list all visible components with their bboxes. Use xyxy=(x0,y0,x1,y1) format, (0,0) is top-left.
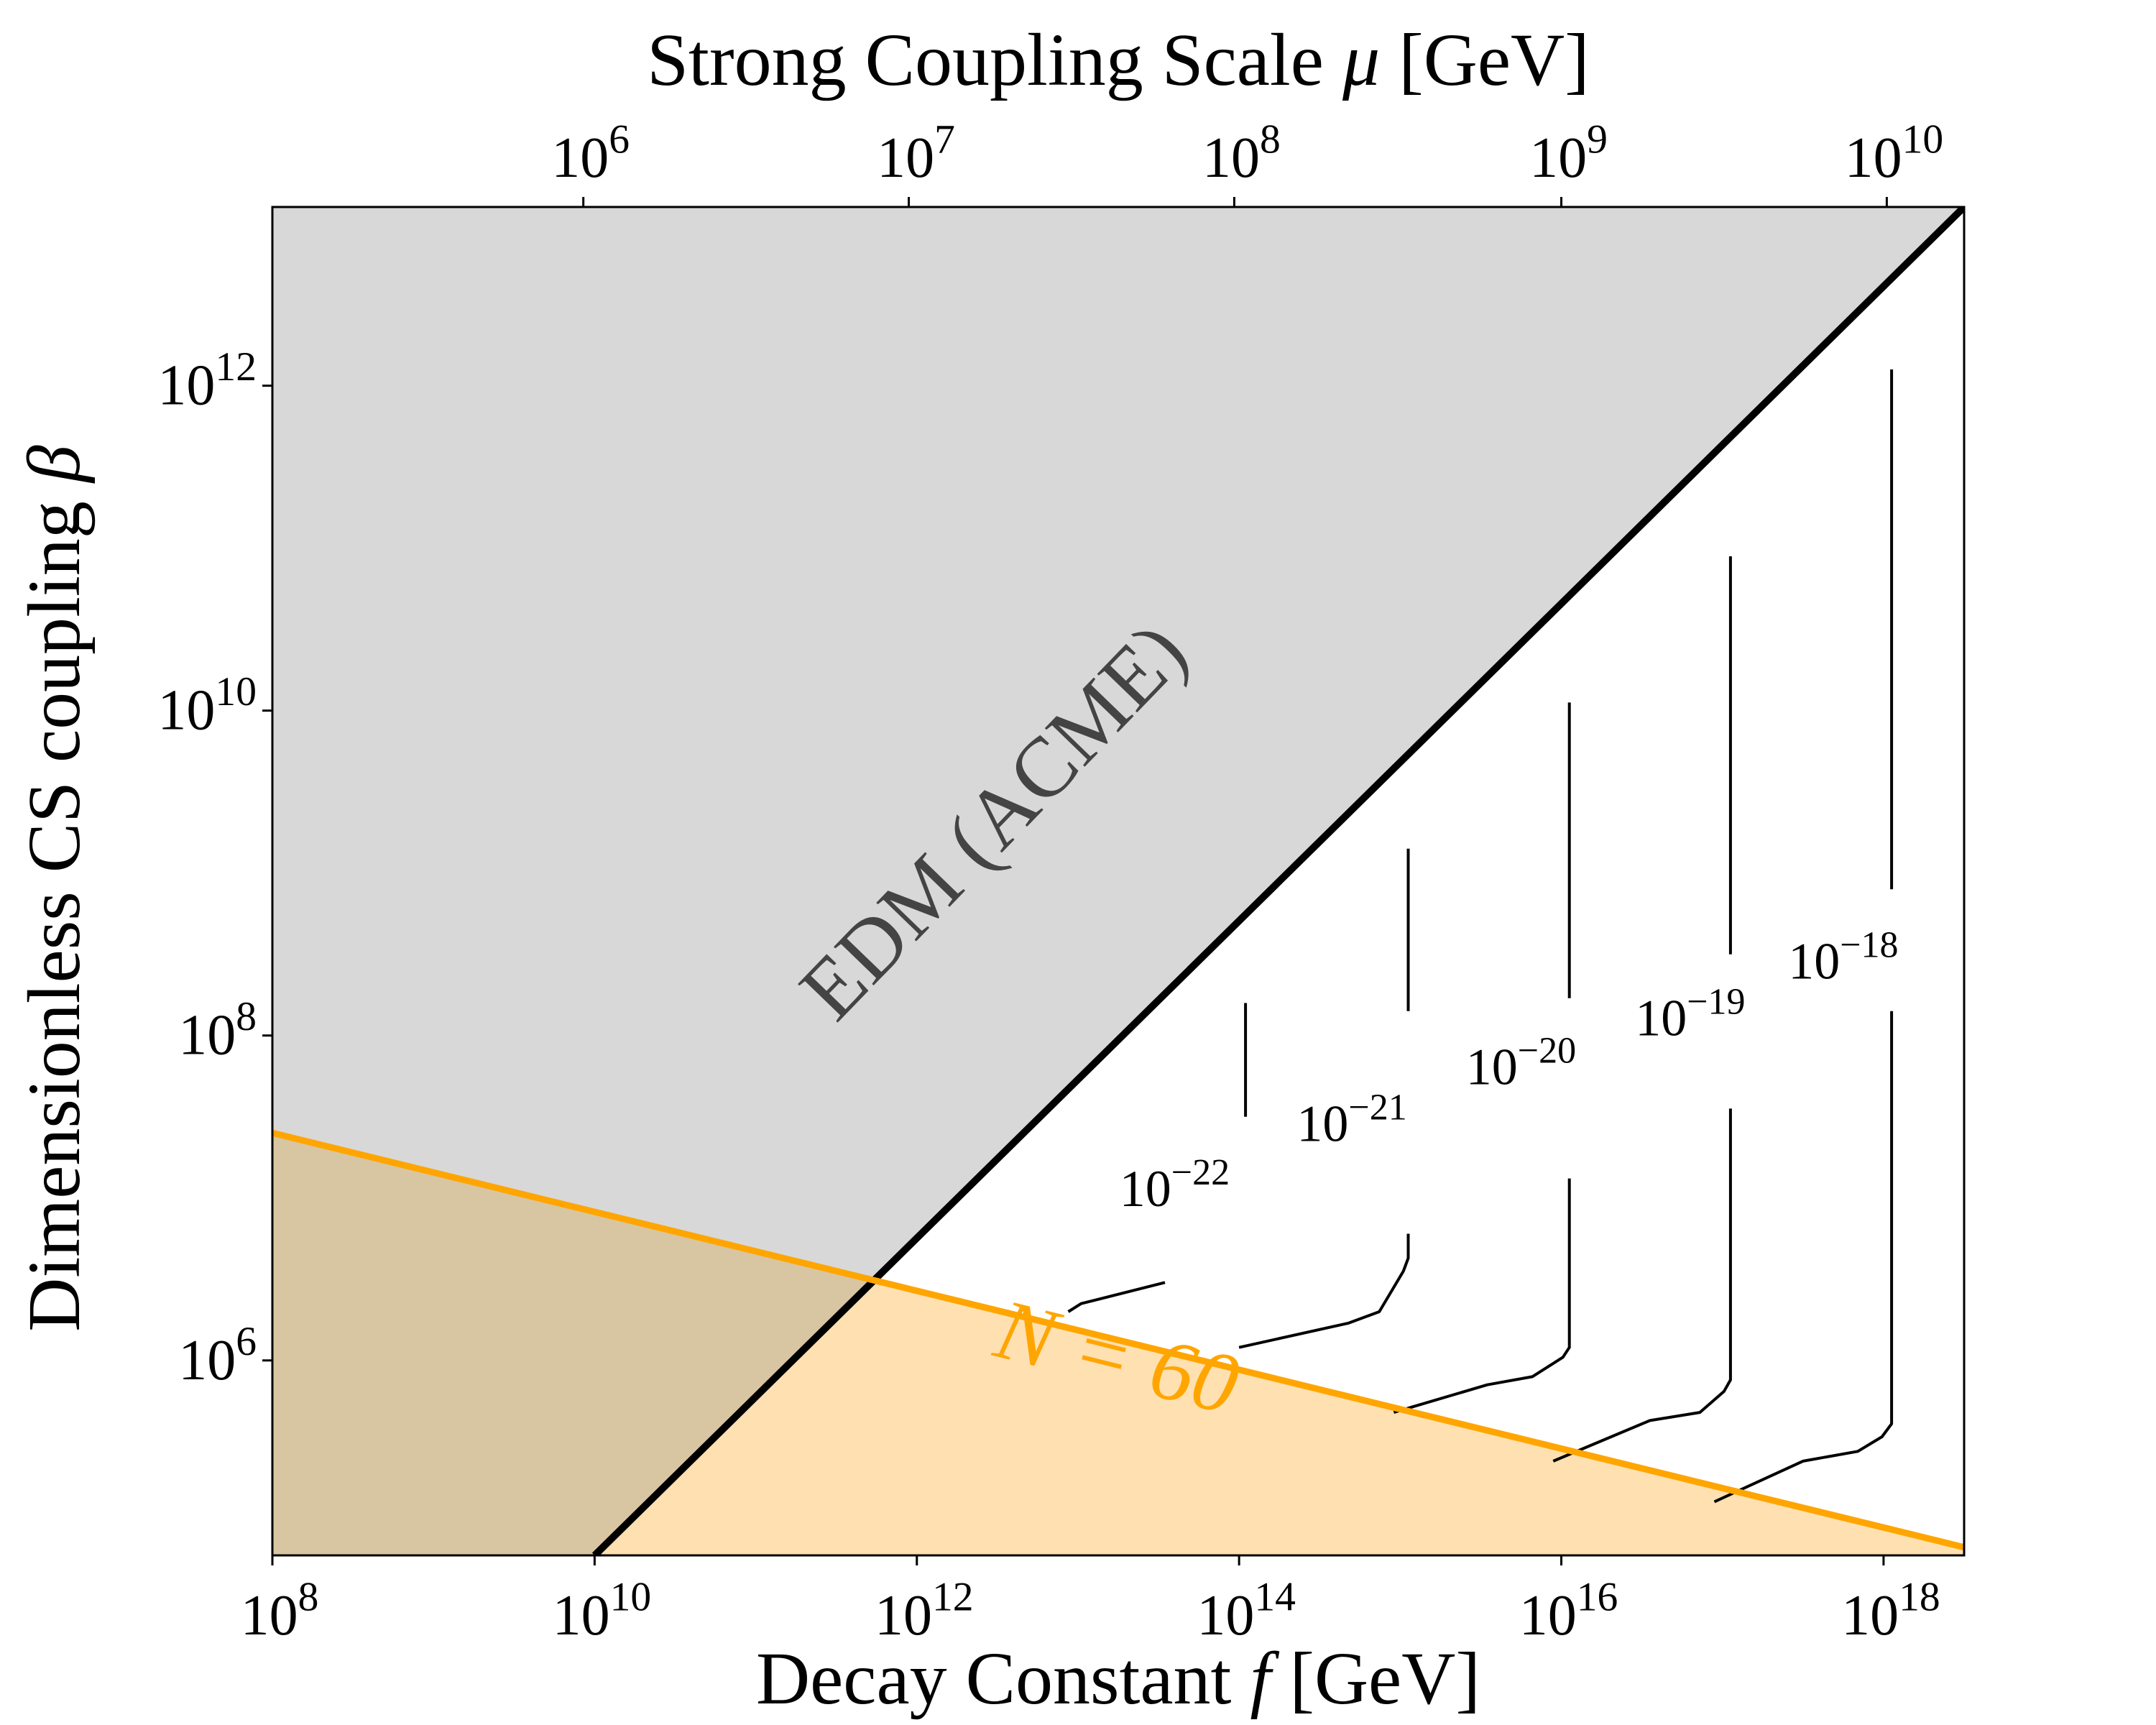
y-axis-title: Dimensionless CS coupling β xyxy=(13,445,96,1332)
plot-frame xyxy=(271,206,1966,1557)
x-tick-label: 1014 xyxy=(1197,1574,1296,1647)
contour-line-1-2 xyxy=(1067,1281,1166,1313)
contour-line-3-2 xyxy=(1393,1178,1571,1414)
top-tick-label: 108 xyxy=(1202,116,1281,190)
contour-label: 10−19 xyxy=(1635,982,1745,1047)
x-tick-label: 1010 xyxy=(553,1574,652,1647)
contour-label: 10−20 xyxy=(1466,1031,1576,1096)
contour-label: 10−18 xyxy=(1788,925,1898,990)
series-edm-acme xyxy=(591,207,1964,1555)
x-tick-label: 108 xyxy=(241,1574,319,1647)
top-tick-label: 109 xyxy=(1529,116,1608,190)
top-axis-title: Strong Coupling Scale μ [GeV] xyxy=(647,19,1590,101)
contour-label: 10−21 xyxy=(1296,1087,1406,1153)
y-tick-label: 106 xyxy=(178,1319,257,1392)
region-edm-excluded xyxy=(272,207,1964,1555)
y-tick-label: 1010 xyxy=(157,669,257,742)
contour-line-4-2 xyxy=(1552,1108,1732,1463)
x-tick-label: 1018 xyxy=(1841,1574,1940,1647)
contour-label: 10−22 xyxy=(1120,1152,1230,1218)
contour-line-2-2 xyxy=(1238,1233,1410,1349)
region-n60-excluded xyxy=(594,1280,1964,1555)
top-tick-label: 106 xyxy=(551,116,630,190)
x-tick-label: 1012 xyxy=(875,1574,974,1647)
x-axis-title: Decay Constant f [GeV] xyxy=(756,1637,1480,1720)
y-tick-label: 1012 xyxy=(157,344,257,418)
contour-line-5-2 xyxy=(1713,1011,1894,1504)
top-tick-label: 107 xyxy=(877,116,955,190)
region-overlap xyxy=(272,1133,875,1555)
series-n60 xyxy=(272,1129,1964,1551)
top-tick-label: 1010 xyxy=(1845,116,1944,190)
x-tick-label: 1016 xyxy=(1519,1574,1618,1647)
y-tick-label: 108 xyxy=(178,994,257,1067)
